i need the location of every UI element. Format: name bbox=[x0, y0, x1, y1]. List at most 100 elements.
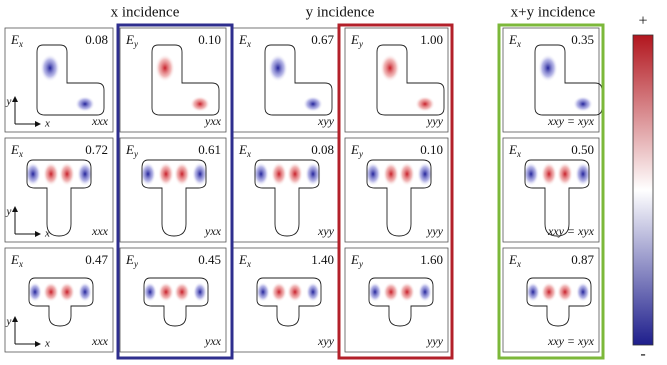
field-symbol: E bbox=[508, 32, 517, 47]
field-symbol: E bbox=[125, 252, 134, 267]
amplitude-value: 0.61 bbox=[198, 142, 221, 157]
field-blob bbox=[380, 54, 400, 82]
field-blob bbox=[271, 162, 287, 186]
field-symbol: E bbox=[508, 252, 517, 267]
structure-outline bbox=[28, 277, 94, 327]
amplitude-value: 0.45 bbox=[198, 252, 221, 267]
field-blob bbox=[399, 282, 415, 302]
field-blob bbox=[415, 96, 435, 112]
tensor-label: xxx bbox=[91, 224, 109, 238]
amplitude-value: 0.87 bbox=[571, 252, 594, 267]
field-blob bbox=[268, 54, 288, 82]
structure-outline bbox=[366, 159, 432, 237]
panel: Ex 0.67 xyy bbox=[232, 27, 340, 133]
panel: Ex 0.50 xxy = xyx bbox=[502, 137, 600, 243]
field-blob bbox=[575, 162, 591, 186]
amplitude-value: 0.35 bbox=[571, 32, 594, 47]
panel: Ex 0.08 xxx y x bbox=[4, 27, 114, 133]
column-header: x+y incidence bbox=[511, 4, 596, 20]
field-symbol: E bbox=[350, 32, 359, 47]
field-blob bbox=[193, 282, 207, 302]
arrow-head bbox=[12, 206, 18, 212]
field-label: Ey bbox=[350, 142, 363, 159]
field-subscript: y bbox=[133, 259, 138, 269]
tensor-label: xxx bbox=[91, 114, 109, 128]
field-blob bbox=[287, 162, 303, 186]
panel: Ey 0.61 yxx bbox=[119, 137, 227, 243]
field-blob bbox=[155, 54, 175, 82]
panel: Ex 0.08 xyy bbox=[232, 137, 340, 243]
field-subscript: x bbox=[516, 149, 521, 159]
field-blob bbox=[303, 96, 323, 112]
amplitude-value: 0.08 bbox=[85, 32, 108, 47]
field-blob bbox=[368, 282, 382, 302]
field-symbol: E bbox=[238, 142, 247, 157]
field-blob bbox=[256, 282, 270, 302]
panel: Ex 0.72 xxx y x bbox=[4, 137, 114, 243]
field-symbol: E bbox=[238, 252, 247, 267]
field-blob bbox=[383, 282, 399, 302]
field-blob bbox=[28, 282, 42, 302]
field-blob bbox=[526, 282, 540, 302]
panel: Ex 0.47 xxx y x bbox=[4, 247, 114, 353]
field-label: Ex bbox=[10, 32, 23, 49]
field-blob bbox=[541, 162, 557, 186]
field-subscript: x bbox=[18, 259, 23, 269]
tensor-label: yxx bbox=[204, 334, 222, 348]
field-subscript: y bbox=[358, 149, 363, 159]
amplitude-value: 0.10 bbox=[198, 32, 221, 47]
field-blob bbox=[77, 162, 93, 186]
tensor-label: yxx bbox=[204, 114, 222, 128]
field-label: Ey bbox=[125, 32, 138, 49]
amplitude-value: 0.72 bbox=[85, 142, 108, 157]
amplitude-value: 0.50 bbox=[571, 142, 594, 157]
amplitude-value: 1.40 bbox=[311, 252, 334, 267]
field-blob bbox=[399, 162, 415, 186]
field-symbol: E bbox=[125, 142, 134, 157]
structure-outline bbox=[534, 44, 603, 116]
field-blob bbox=[174, 162, 190, 186]
tensor-label: xxy = xyx bbox=[547, 334, 595, 348]
field-blob bbox=[43, 162, 59, 186]
field-blob bbox=[287, 282, 303, 302]
structure-outline bbox=[151, 44, 220, 116]
panel: Ex 0.87 xxy = xyx bbox=[502, 247, 600, 353]
field-blob bbox=[158, 282, 174, 302]
field-subscript: x bbox=[516, 259, 521, 269]
axis-label: y bbox=[6, 206, 12, 218]
field-label: Ex bbox=[10, 142, 23, 159]
field-blob bbox=[271, 282, 287, 302]
field-label: Ey bbox=[350, 252, 363, 269]
arrow-head bbox=[35, 231, 41, 237]
structure-outline bbox=[376, 44, 445, 116]
field-label: Ey bbox=[125, 252, 138, 269]
field-blob bbox=[383, 162, 399, 186]
field-blob bbox=[417, 162, 433, 186]
field-blob bbox=[365, 162, 381, 186]
field-blob bbox=[523, 162, 539, 186]
structure-outline bbox=[26, 159, 92, 237]
structure-outline bbox=[256, 277, 322, 327]
axis-label: x bbox=[44, 338, 50, 350]
structure-outline bbox=[368, 277, 434, 327]
field-blob bbox=[192, 162, 208, 186]
field-label: Ex bbox=[238, 142, 251, 159]
field-subscript: y bbox=[133, 149, 138, 159]
structure-outline bbox=[526, 277, 592, 327]
field-blob bbox=[78, 282, 92, 302]
panel: Ey 0.10 yxx bbox=[119, 27, 227, 133]
field-blob bbox=[59, 162, 75, 186]
arrow-head bbox=[12, 96, 18, 102]
amplitude-value: 0.10 bbox=[420, 142, 443, 157]
panel: Ex 1.40 xyy bbox=[232, 247, 340, 353]
field-symbol: E bbox=[10, 32, 19, 47]
field-blob bbox=[143, 282, 157, 302]
panel: Ey 0.45 yxx bbox=[119, 247, 227, 353]
field-blob bbox=[573, 96, 593, 112]
field-blob bbox=[140, 162, 156, 186]
tensor-label: xyy bbox=[317, 334, 335, 348]
field-label: Ex bbox=[508, 142, 521, 159]
amplitude-value: 0.08 bbox=[311, 142, 334, 157]
tensor-label: yyy bbox=[426, 114, 444, 128]
field-blob bbox=[25, 162, 41, 186]
